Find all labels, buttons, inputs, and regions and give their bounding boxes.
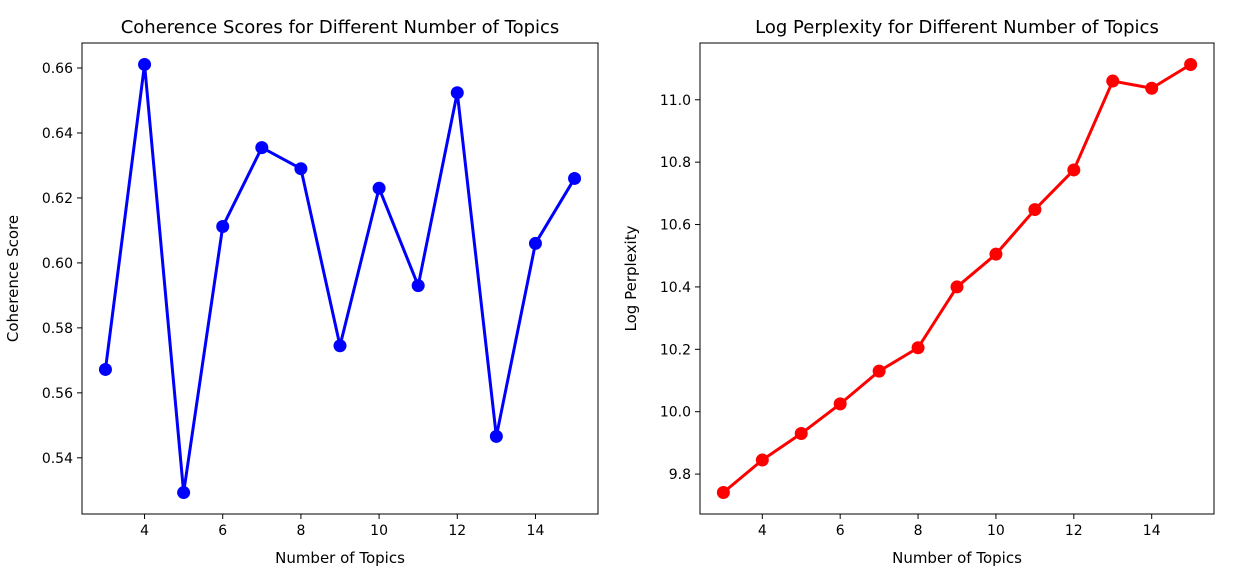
y-tick-label: 10.4 bbox=[660, 280, 691, 296]
chart-title: Log Perplexity for Different Number of T… bbox=[755, 17, 1159, 38]
data-point bbox=[372, 181, 386, 195]
y-tick-label: 0.66 bbox=[42, 61, 73, 77]
x-tick-label: 8 bbox=[914, 523, 923, 539]
data-point bbox=[333, 339, 347, 353]
data-point bbox=[1106, 74, 1120, 88]
y-tick-label: 0.62 bbox=[42, 191, 73, 207]
y-tick-label: 9.8 bbox=[669, 467, 691, 483]
y-tick-label: 0.58 bbox=[42, 321, 73, 337]
data-point bbox=[833, 397, 847, 411]
x-tick-label: 8 bbox=[296, 523, 305, 539]
data-point bbox=[989, 247, 1003, 261]
plot-frame bbox=[81, 42, 599, 515]
y-axis-label: Coherence Score bbox=[4, 215, 22, 342]
data-point bbox=[489, 429, 503, 443]
x-tick-label: 4 bbox=[140, 523, 149, 539]
data-point bbox=[872, 364, 886, 378]
data-point bbox=[177, 486, 191, 500]
data-point bbox=[911, 341, 925, 355]
x-tick-label: 6 bbox=[218, 523, 227, 539]
x-tick-label: 4 bbox=[758, 523, 767, 539]
data-point bbox=[138, 57, 152, 71]
data-point bbox=[1184, 58, 1198, 72]
y-tick-label: 10.2 bbox=[660, 342, 691, 358]
data-point bbox=[528, 236, 542, 250]
data-point bbox=[716, 485, 730, 499]
x-tick-label: 12 bbox=[1065, 523, 1083, 539]
data-point bbox=[1145, 81, 1159, 95]
plot-frame bbox=[699, 42, 1215, 515]
data-point bbox=[755, 453, 769, 467]
y-tick-label: 10.6 bbox=[660, 218, 691, 234]
data-point bbox=[1028, 203, 1042, 217]
y-axis-label: Log Perplexity bbox=[622, 225, 640, 331]
data-point bbox=[950, 280, 964, 294]
x-tick-label: 14 bbox=[1143, 523, 1161, 539]
data-point bbox=[411, 279, 425, 293]
x-tick-label: 14 bbox=[527, 523, 545, 539]
x-tick-label: 6 bbox=[836, 523, 845, 539]
chart-2: Log Perplexity for Different Number of T… bbox=[622, 17, 1215, 567]
y-tick-label: 0.56 bbox=[42, 386, 73, 402]
x-tick-label: 12 bbox=[448, 523, 466, 539]
data-point bbox=[568, 171, 582, 185]
data-point bbox=[294, 162, 308, 176]
data-point bbox=[794, 427, 808, 441]
x-tick-label: 10 bbox=[370, 523, 388, 539]
y-tick-label: 0.54 bbox=[42, 451, 73, 467]
x-axis-label: Number of Topics bbox=[275, 549, 405, 567]
chart-title: Coherence Scores for Different Number of… bbox=[121, 17, 560, 38]
series-line bbox=[103, 62, 577, 495]
series-line bbox=[721, 63, 1193, 494]
y-tick-label: 10.0 bbox=[660, 405, 691, 421]
y-tick-label: 11.0 bbox=[660, 93, 691, 109]
data-point bbox=[216, 220, 230, 234]
chart-1: Coherence Scores for Different Number of… bbox=[4, 17, 599, 567]
y-tick-label: 0.60 bbox=[42, 256, 73, 272]
data-point bbox=[1067, 163, 1081, 177]
x-tick-label: 10 bbox=[987, 523, 1005, 539]
data-point bbox=[255, 141, 269, 155]
data-point bbox=[450, 86, 464, 100]
y-tick-label: 0.64 bbox=[42, 126, 73, 142]
y-tick-label: 10.8 bbox=[660, 155, 691, 171]
data-point bbox=[98, 362, 112, 376]
x-axis-label: Number of Topics bbox=[892, 549, 1022, 567]
